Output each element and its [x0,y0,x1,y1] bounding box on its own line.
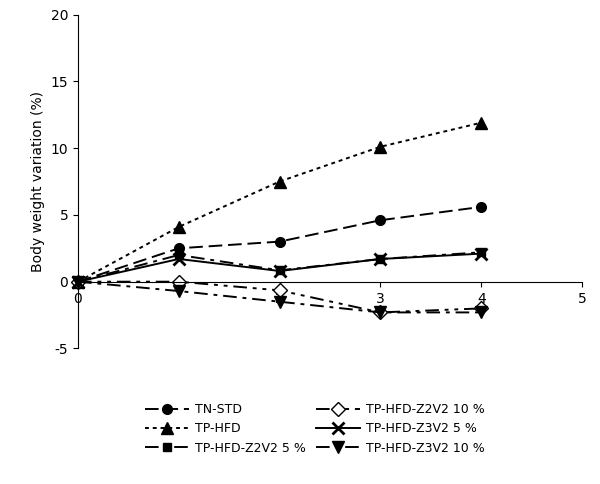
TN-STD [276,239,283,244]
TN-STD [175,245,182,251]
TP-HFD-Z2V2 5 % [175,252,182,258]
TP-HFD-Z3V2 10 % [276,299,283,304]
Legend: TN-STD, TP-HFD, TP-HFD-Z2V2 5 %, TP-HFD-Z2V2 10 %, TP-HFD-Z3V2 5 %, TP-HFD-Z3V2 : TN-STD, TP-HFD, TP-HFD-Z2V2 5 %, TP-HFD-… [140,398,490,460]
Line: TP-HFD-Z3V2 5 %: TP-HFD-Z3V2 5 % [72,247,487,288]
TP-HFD [276,179,283,184]
TP-HFD-Z3V2 5 % [276,268,283,274]
TP-HFD-Z3V2 5 % [478,251,485,257]
TN-STD [377,217,384,223]
TP-HFD [377,144,384,150]
TP-HFD-Z3V2 5 % [377,256,384,262]
Line: TP-HFD: TP-HFD [73,117,487,287]
TP-HFD-Z2V2 10 % [175,279,182,285]
TP-HFD [478,120,485,126]
Line: TP-HFD-Z2V2 10 %: TP-HFD-Z2V2 10 % [73,277,486,318]
TP-HFD-Z2V2 10 % [478,305,485,311]
Line: TP-HFD-Z2V2 5 %: TP-HFD-Z2V2 5 % [74,248,485,286]
TN-STD [478,204,485,210]
TP-HFD [74,279,82,285]
TP-HFD-Z3V2 10 % [74,279,82,285]
Y-axis label: Body weight variation (%): Body weight variation (%) [31,91,45,272]
Line: TP-HFD-Z3V2 10 %: TP-HFD-Z3V2 10 % [73,276,487,318]
TP-HFD [175,224,182,230]
TP-HFD-Z3V2 5 % [74,279,82,285]
TP-HFD-Z2V2 5 % [276,268,283,273]
TN-STD [74,279,82,285]
TP-HFD-Z3V2 5 % [175,256,182,262]
TP-HFD-Z2V2 10 % [377,309,384,315]
TP-HFD-Z2V2 5 % [74,279,82,285]
TP-HFD-Z2V2 5 % [478,249,485,255]
TP-HFD-Z2V2 10 % [74,279,82,285]
TP-HFD-Z3V2 10 % [175,288,182,294]
TP-HFD-Z2V2 10 % [276,287,283,293]
TP-HFD-Z3V2 10 % [478,309,485,315]
TP-HFD-Z2V2 5 % [377,256,384,262]
TP-HFD-Z3V2 10 % [377,309,384,315]
Line: TN-STD: TN-STD [73,202,486,287]
